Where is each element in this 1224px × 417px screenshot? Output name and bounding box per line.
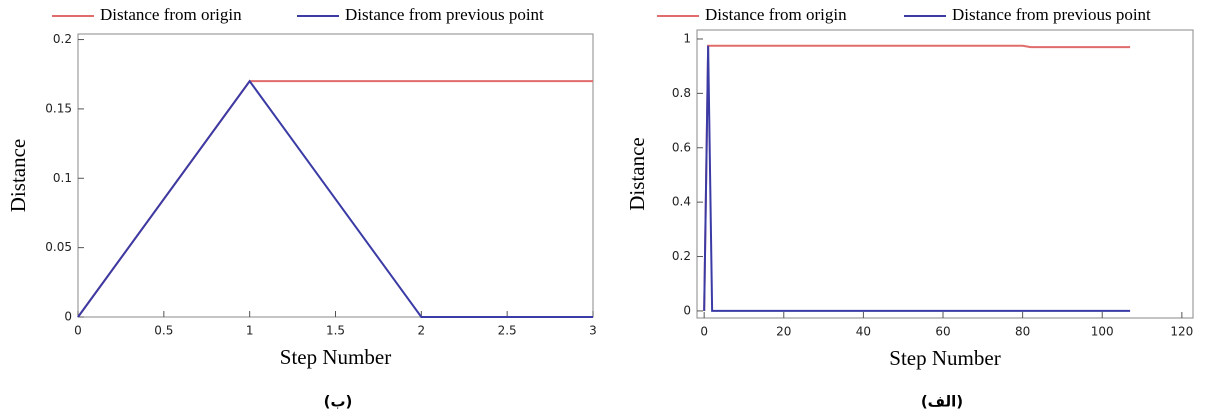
- y-tick-label: 0.1: [53, 171, 72, 185]
- x-tick-label: 60: [935, 325, 950, 339]
- x-tick-label: 2.5: [498, 324, 517, 338]
- x-tick-label: 40: [856, 325, 871, 339]
- caption: (الف): [921, 393, 963, 411]
- caption: (ب): [324, 393, 353, 411]
- x-tick-label: 1: [246, 324, 254, 338]
- y-tick-label: 0.05: [45, 240, 72, 254]
- x-tick-label: 3: [589, 324, 597, 338]
- legend-label: Distance from previous point: [952, 5, 1151, 24]
- legend-label: Distance from origin: [705, 5, 847, 24]
- x-tick-label: 2: [418, 324, 426, 338]
- y-tick-label: 0.2: [672, 249, 691, 263]
- series-line: [77, 79, 593, 318]
- plot-frame: [77, 33, 594, 318]
- series-line: [703, 44, 1131, 311]
- x-axis-label: Step Number: [889, 346, 1000, 370]
- x-tick-label: 20: [776, 325, 791, 339]
- legend-label: Distance from origin: [100, 5, 242, 24]
- legend-label: Distance from previous point: [345, 5, 544, 24]
- plot-frame: [696, 29, 1194, 319]
- y-tick-label: 1: [683, 31, 691, 45]
- x-tick-label: 0: [700, 325, 708, 339]
- y-axis-label: Distance: [6, 139, 30, 212]
- y-tick-label: 0.6: [672, 140, 691, 154]
- y-tick-label: 0.15: [45, 101, 72, 115]
- x-tick-label: 1.5: [326, 324, 345, 338]
- series-line: [703, 45, 1131, 312]
- x-tick-label: 0.5: [154, 324, 173, 338]
- y-axis-label: Distance: [625, 137, 649, 210]
- x-axis-label: Step Number: [280, 345, 391, 369]
- y-tick-label: 0: [683, 303, 691, 317]
- y-tick-label: 0.8: [672, 86, 691, 100]
- x-tick-label: 0: [74, 324, 82, 338]
- x-tick-label: 100: [1091, 325, 1114, 339]
- y-tick-label: 0.2: [53, 32, 72, 46]
- y-tick-label: 0: [64, 310, 72, 324]
- x-tick-label: 120: [1170, 325, 1193, 339]
- x-tick-label: 80: [1015, 325, 1030, 339]
- y-tick-label: 0.4: [672, 195, 691, 209]
